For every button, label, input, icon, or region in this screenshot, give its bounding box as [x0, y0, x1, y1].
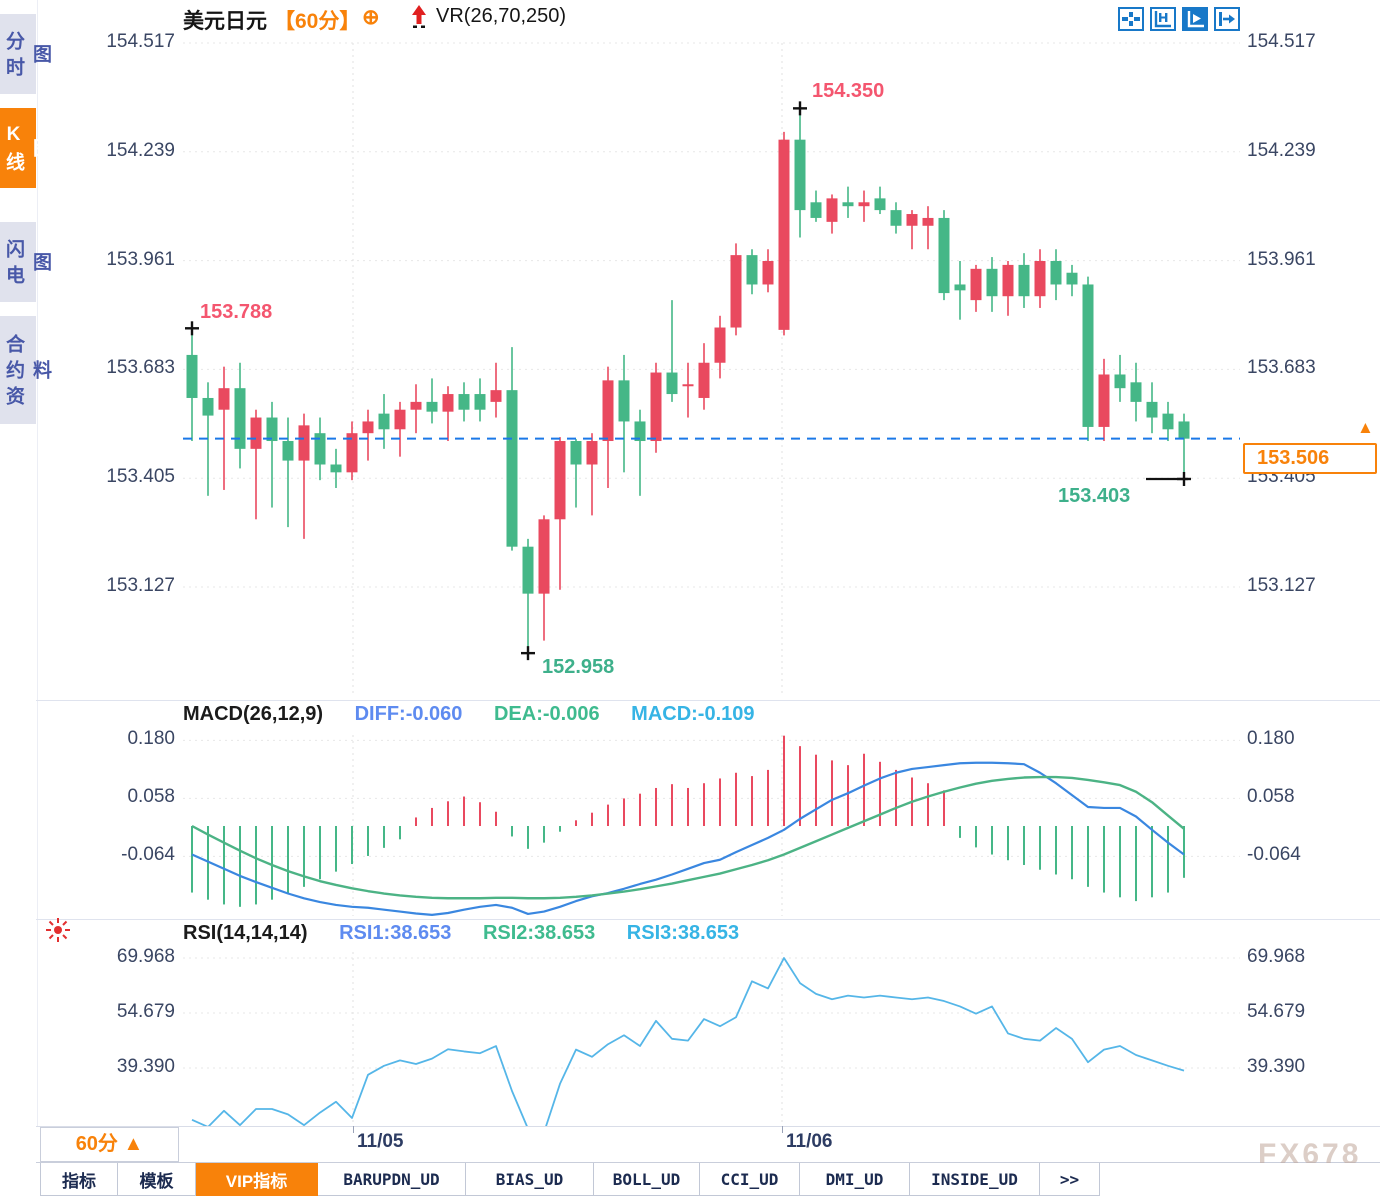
sidebar-item-3[interactable]: 闪电图 [0, 222, 51, 302]
period-selector[interactable]: 60分 ▲ [40, 1127, 179, 1162]
sidebar-item-4[interactable]: 合约资料 [0, 316, 51, 424]
play-axis-icon[interactable] [1182, 7, 1208, 31]
pan-right-icon[interactable] [1214, 7, 1240, 31]
rsi1-value: RSI1:38.653 [339, 922, 452, 944]
bottom-tab-10[interactable]: >> [1040, 1163, 1100, 1196]
y-axis-label: 39.390 [116, 1056, 175, 1077]
y-axis-label: 0.058 [1247, 786, 1295, 808]
rsi3-value: RSI3:38.653 [626, 922, 740, 944]
sidebar-divider [37, 0, 38, 1126]
x-axis-row [36, 1126, 1380, 1163]
y-axis-label: 0.180 [127, 728, 175, 750]
alarm-sun-icon[interactable] [44, 916, 72, 944]
macd-dea-value: DEA:-0.006 [493, 703, 600, 725]
rsi-line [191, 957, 1185, 1134]
y-axis-label: 0.180 [1247, 728, 1295, 750]
y-axis-label: 39.390 [1247, 1056, 1306, 1077]
pin-up-arrow-icon[interactable] [410, 4, 428, 30]
x-axis-tick [353, 1126, 354, 1133]
annotation-min-low: 152.958 [542, 656, 615, 678]
macd-title: MACD(26,12,9) [183, 703, 324, 725]
grid-layer [183, 42, 1240, 1122]
y-axis-label: -0.064 [121, 844, 175, 866]
macd-diff-value: DIFF:-0.060 [354, 703, 463, 725]
panel-separator [36, 700, 1380, 701]
rsi2-value: RSI2:38.653 [482, 922, 596, 944]
bottom-tab-3[interactable]: VIP指标 [196, 1163, 318, 1196]
macd-diff-line [191, 761, 1185, 916]
macd-header[interactable]: MACD(26,12,9) DIFF:-0.060 DEA:-0.006 MAC… [183, 703, 781, 726]
x-axis-date-label: 11/06 [786, 1131, 833, 1152]
add-indicator-icon[interactable]: ⊕ [362, 6, 380, 29]
y-axis-label: 153.127 [1247, 575, 1316, 596]
bottom-tab-7[interactable]: CCI_UD [700, 1163, 800, 1196]
fit-axis-icon[interactable] [1150, 7, 1176, 31]
indicator-tab-bar: 指标 模板 VIP指标 BARUPDN_UD BIAS_UD BOLL_UD CCI_UD D… [36, 1163, 1380, 1196]
symbol-title: 美元日元 [183, 10, 267, 33]
bottom-tab-2[interactable]: 模板 [118, 1163, 196, 1196]
sidebar-item-2[interactable]: K线图 [0, 108, 51, 188]
y-axis-label: 153.127 [106, 575, 175, 596]
annotation-max-high: 154.350 [812, 80, 885, 102]
candlestick-layer[interactable] [186, 108, 1190, 654]
rsi-header[interactable]: RSI(14,14,14) RSI1:38.653 RSI2:38.653 RS… [183, 922, 765, 945]
y-axis-label: 153.961 [1247, 248, 1316, 270]
panel-separator [36, 919, 1380, 920]
sidebar-item-1[interactable]: 分时图 [0, 14, 51, 94]
annotation-first-high: 153.788 [200, 301, 273, 323]
y-axis-label: 153.405 [106, 466, 175, 488]
x-axis-tick [782, 1126, 783, 1133]
y-axis-label: 69.968 [116, 946, 175, 967]
y-axis-label: 54.679 [116, 1001, 175, 1022]
y-axis-label: 54.679 [1247, 1001, 1306, 1022]
y-axis-label: 153.961 [106, 248, 175, 270]
bottom-tab-4[interactable]: BARUPDN_UD [318, 1163, 466, 1196]
bottom-tab-6[interactable]: BOLL_UD [594, 1163, 700, 1196]
bottom-tab-9[interactable]: INSIDE_UD [910, 1163, 1040, 1196]
bottom-tab-1[interactable]: 指标 [40, 1163, 118, 1196]
price-up-arrow-icon[interactable]: ▲ [1357, 418, 1374, 437]
move-icon[interactable] [1118, 7, 1144, 31]
y-axis-label: 69.968 [1247, 946, 1306, 967]
current-price-box: 153.506 [1243, 443, 1377, 474]
macd-macd-value: MACD:-0.109 [631, 703, 755, 725]
macd-dea-line [191, 775, 1185, 900]
period-badge[interactable]: 【60分】 [274, 10, 361, 33]
x-axis-date-label: 11/05 [357, 1131, 404, 1152]
bottom-tab-8[interactable]: DMI_UD [800, 1163, 910, 1196]
extreme-markers [185, 101, 1191, 661]
y-axis-label: 153.683 [106, 357, 175, 379]
rsi-title: RSI(14,14,14) [183, 922, 308, 944]
annotation-last-low: 153.403 [1058, 485, 1131, 507]
y-axis-label: 153.683 [1247, 357, 1316, 379]
y-axis-label: -0.064 [1247, 844, 1301, 866]
y-axis-label: 0.058 [127, 786, 175, 808]
indicator-title[interactable]: VR(26,70,250) [436, 5, 567, 27]
bottom-tab-5[interactable]: BIAS_UD [466, 1163, 594, 1196]
y-axis-label: 154.239 [1247, 139, 1316, 161]
y-axis-label: 154.239 [106, 139, 175, 161]
y-axis-label: 154.517 [106, 31, 175, 52]
y-axis-label: 154.517 [1247, 31, 1316, 52]
